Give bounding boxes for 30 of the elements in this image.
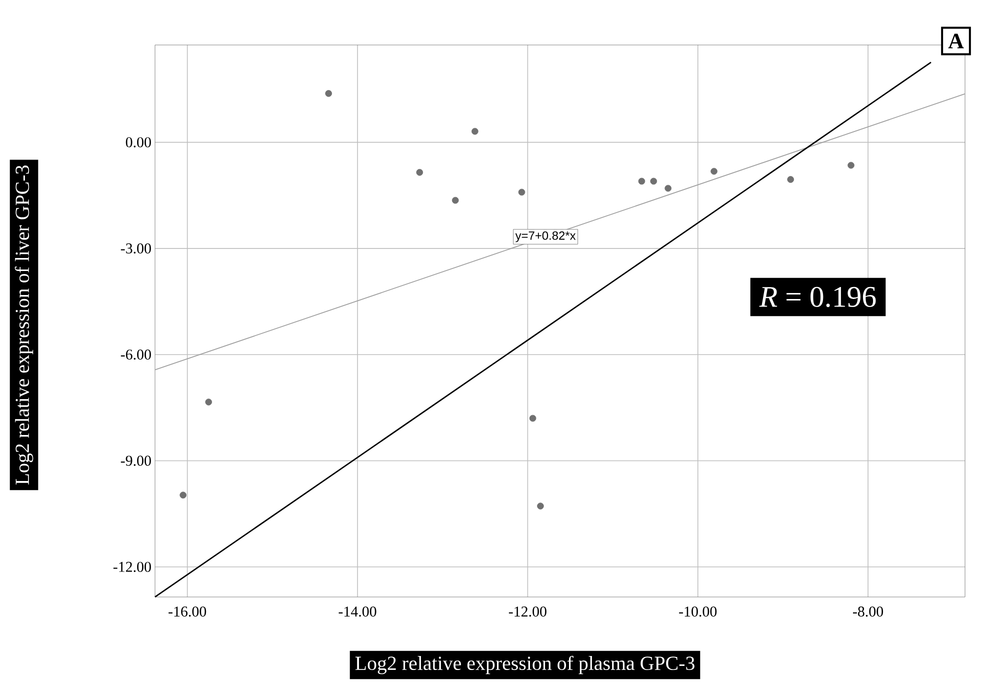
x-tick-label: -8.00: [853, 606, 884, 617]
point: [325, 90, 332, 97]
point: [416, 168, 424, 176]
annotation: y=7+0.82*x: [515, 231, 576, 242]
annotation: R = 0.196: [759, 286, 876, 308]
point: [848, 162, 854, 169]
y-tick-label: -12.00: [113, 562, 151, 572]
point: [664, 184, 672, 192]
point: [452, 196, 459, 204]
y-tick-label: -6.00: [120, 350, 151, 360]
point: [518, 188, 526, 196]
point: [710, 168, 718, 175]
x-tick-label: -12.00: [508, 606, 546, 617]
x-tick-label: -14.00: [338, 606, 376, 617]
point: [472, 128, 478, 135]
point: [205, 398, 212, 406]
point: [787, 176, 794, 183]
point: [529, 414, 536, 422]
x-tick-label: -10.00: [679, 606, 717, 617]
point: [537, 502, 544, 510]
y-tick-label: 0.00: [126, 137, 151, 148]
point: [650, 178, 658, 185]
point: [180, 492, 186, 498]
point: [638, 178, 646, 185]
x-axis-title: Log2 relative expression of plasma GPC-3: [355, 656, 694, 674]
y-tick-label: -3.00: [120, 243, 151, 254]
y-tick-label: -9.00: [120, 456, 151, 466]
y-axis-title: Log2 relative expression of liver GPC-3: [14, 166, 34, 485]
x-tick-label: -16.00: [168, 606, 206, 617]
annotation: A: [948, 34, 964, 48]
